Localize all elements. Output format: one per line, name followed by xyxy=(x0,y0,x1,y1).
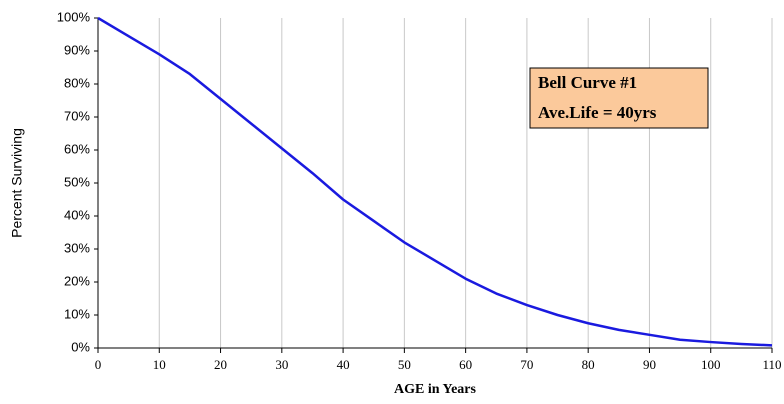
y-tick-label: 0% xyxy=(71,339,90,354)
y-tick-label: 90% xyxy=(64,42,90,57)
x-tick-label: 30 xyxy=(275,357,288,372)
x-tick-label: 20 xyxy=(214,357,227,372)
x-tick-label: 0 xyxy=(95,357,102,372)
line xyxy=(97,16,773,347)
y-tick-label: 100% xyxy=(57,9,91,24)
x-tick-label: 90 xyxy=(643,357,656,372)
annotation: Bell Curve #1 xyxy=(538,73,637,92)
x-tick-label: 60 xyxy=(459,357,472,372)
x-tick-label: 50 xyxy=(398,357,411,372)
x-tick-label: 40 xyxy=(337,357,350,372)
annotation-box xyxy=(529,67,709,129)
y-tick-label: 60% xyxy=(64,141,90,156)
x-tick-label: 70 xyxy=(520,357,533,372)
y-tick-label: 20% xyxy=(64,273,90,288)
x-tick-label: 10 xyxy=(153,357,166,372)
y-tick-label: 80% xyxy=(64,75,90,90)
y-tick-label: 70% xyxy=(64,108,90,123)
x-tick-label: 80 xyxy=(582,357,595,372)
y-tick-label: 10% xyxy=(64,306,90,321)
y-tick-label: 50% xyxy=(64,174,90,189)
y-tick-label: 30% xyxy=(64,240,90,255)
y-tick-label: 40% xyxy=(64,207,90,222)
x-axis-label: AGE in Years xyxy=(394,382,476,397)
x-tick-label: 110 xyxy=(762,357,781,372)
x-tick-label: 100 xyxy=(701,357,721,372)
annotation: Ave.Life = 40yrs xyxy=(538,103,657,122)
y-axis-label: Percent Surviving xyxy=(9,128,25,238)
